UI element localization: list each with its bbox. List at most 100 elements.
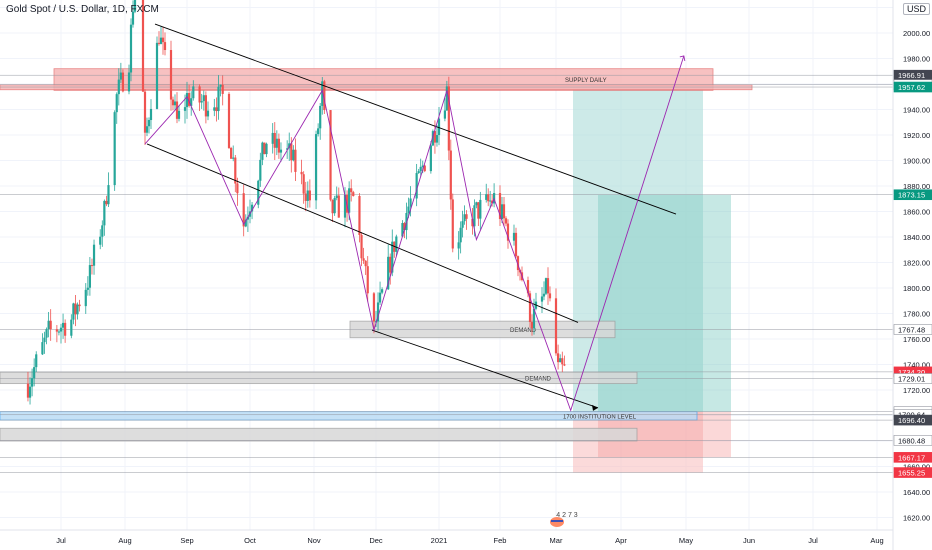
- price-label: 1696.40: [898, 416, 925, 425]
- candle-body: [378, 292, 382, 303]
- candle-body: [302, 174, 305, 194]
- candle-body: [443, 110, 447, 119]
- trend-lines[interactable]: [144, 23, 686, 412]
- candle-body: [528, 293, 532, 322]
- publisher-logo: 4 2 7 3: [547, 512, 587, 528]
- zone-label: 1700 INSTITUTION LEVEL: [563, 414, 637, 420]
- candle-body: [475, 202, 478, 206]
- time-tick-label: Jul: [56, 536, 66, 545]
- candle-body: [554, 298, 558, 354]
- time-tick-label: Sep: [180, 536, 193, 545]
- candle-body: [292, 149, 295, 161]
- candle-body: [542, 293, 546, 297]
- candle-body: [417, 171, 420, 174]
- candle-body: [149, 108, 153, 121]
- price-axis[interactable]: 2020.002000.001980.001960.001940.001920.…: [892, 0, 932, 550]
- price-tick-label: 1640.00: [903, 488, 930, 497]
- candle-body: [329, 110, 332, 200]
- candle-body: [219, 84, 222, 87]
- candle-body: [64, 322, 67, 336]
- candle-body: [477, 202, 480, 219]
- candle-body: [415, 173, 418, 199]
- candle-body: [213, 107, 216, 111]
- candle-body: [55, 329, 58, 332]
- candle-body: [72, 303, 75, 320]
- candle-body: [348, 188, 351, 213]
- price-label-bg: [893, 373, 932, 384]
- candle-body: [115, 94, 118, 113]
- time-axis[interactable]: Jul Aug Sep Oct Nov Dec 2021 Feb Mar Apr May Jun Jul…: [0, 529, 893, 545]
- candle-body: [157, 42, 161, 44]
- candle-body: [526, 280, 530, 294]
- candle-body: [556, 353, 560, 363]
- candle-body: [206, 110, 210, 117]
- candle-body: [26, 383, 30, 398]
- candle-body: [105, 200, 108, 205]
- candle-body: [188, 93, 191, 106]
- candle-body: [41, 342, 44, 355]
- candle-body: [161, 37, 165, 43]
- candle-body: [504, 218, 508, 224]
- candle-body: [532, 308, 536, 329]
- channel-upper-line[interactable]: [154, 23, 677, 215]
- profit-zone[interactable]: [573, 87, 703, 412]
- candle-body: [421, 165, 424, 167]
- projection-arrow-icon: [679, 55, 686, 62]
- price-tick-label: 1840.00: [903, 233, 930, 242]
- candle-body: [227, 93, 231, 148]
- candle-body: [563, 364, 566, 366]
- candle-body: [308, 190, 311, 201]
- currency-button[interactable]: USD: [903, 3, 931, 15]
- zone-demand-3[interactable]: [0, 371, 638, 385]
- candle-body: [59, 327, 63, 332]
- candle-body: [192, 86, 195, 99]
- candle-body: [183, 107, 187, 111]
- candle-body: [200, 101, 203, 103]
- price-tick-label: 1900.00: [903, 157, 930, 166]
- candle-body: [559, 358, 562, 363]
- candle-body: [74, 303, 77, 315]
- time-tick-label: Aug: [118, 536, 131, 545]
- candle-body: [259, 159, 262, 181]
- loss-zone[interactable]: [573, 411, 703, 473]
- candle-body: [409, 198, 412, 207]
- candle-body: [473, 205, 476, 227]
- candle-body: [277, 138, 281, 153]
- candle-body: [250, 204, 254, 212]
- candle-body: [389, 256, 392, 273]
- candle-body: [323, 81, 326, 111]
- zone-demand-5[interactable]: [0, 427, 638, 442]
- candle-body: [352, 192, 355, 197]
- candle-body: [244, 219, 247, 227]
- candle-body: [57, 331, 61, 333]
- candle-body: [423, 165, 426, 172]
- candle-body: [143, 91, 147, 133]
- candle-body: [163, 42, 167, 51]
- zigzag-projection-line[interactable]: [144, 55, 685, 412]
- candle-body: [306, 190, 309, 201]
- candle-body: [288, 143, 291, 149]
- candle-body: [516, 256, 520, 271]
- candle-body: [500, 204, 504, 220]
- time-tick-label: Aug: [870, 536, 883, 545]
- candle-body: [364, 260, 367, 267]
- price-tick-label: 1720.00: [903, 386, 930, 395]
- candle-body: [314, 134, 318, 201]
- candle-body: [119, 72, 122, 80]
- candle-body: [461, 221, 464, 228]
- candle-body: [395, 236, 398, 252]
- candle-body: [407, 206, 410, 213]
- channel-lower-line[interactable]: [146, 143, 579, 323]
- candle-body: [99, 236, 102, 245]
- candle-body: [540, 296, 544, 302]
- candle-body: [88, 265, 92, 288]
- price-label-bg: [893, 189, 932, 201]
- candle-body: [380, 289, 384, 293]
- candle-body: [147, 120, 151, 127]
- candle-body: [234, 157, 237, 184]
- candle-body: [485, 194, 488, 200]
- candle-body: [279, 149, 283, 153]
- channel-lower2-line[interactable]: [371, 329, 599, 409]
- price-label: 1655.25: [898, 469, 925, 478]
